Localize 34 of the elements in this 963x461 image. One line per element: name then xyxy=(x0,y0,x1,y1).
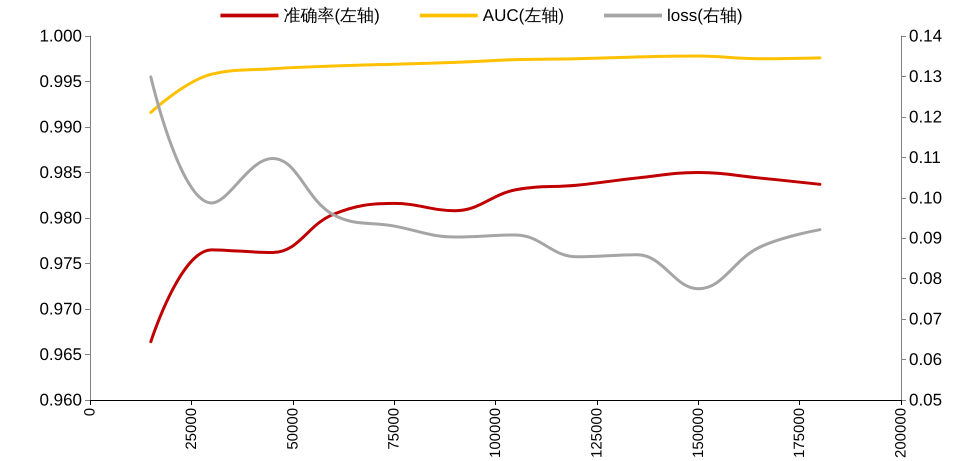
y-tick-label: 0.960 xyxy=(39,390,82,410)
y-tick-label: 0.970 xyxy=(39,299,82,318)
x-tick-label: 75000 xyxy=(386,408,403,450)
y2-tick-label: 0.14 xyxy=(909,26,942,46)
legend-label: AUC(左轴) xyxy=(482,6,564,25)
y-tick-label: 0.965 xyxy=(39,344,82,364)
y-tick-label: 0.990 xyxy=(39,117,82,136)
x-tick-label: 0 xyxy=(82,408,98,416)
legend-label: loss(右轴) xyxy=(666,6,743,25)
line-series xyxy=(149,170,822,344)
y-tick-label: 1.000 xyxy=(39,26,82,46)
line-series xyxy=(149,75,822,290)
x-tick-label: 50000 xyxy=(284,408,302,450)
y2-tick-label: 0.09 xyxy=(909,228,942,248)
y-tick-label: 0.975 xyxy=(39,254,82,273)
x-tick-label: 150000 xyxy=(690,408,707,458)
x-tick-label: 125000 xyxy=(588,408,606,458)
x-tick-label: 100000 xyxy=(487,408,504,458)
x-tick-label: 175000 xyxy=(791,408,808,458)
y2-tick-label: 0.06 xyxy=(909,350,942,370)
y2-tick-label: 0.11 xyxy=(909,148,941,167)
y2-tick-label: 0.13 xyxy=(909,66,942,86)
y2-tick-label: 0.12 xyxy=(909,107,942,126)
y2-tick-label: 0.10 xyxy=(909,188,942,208)
x-tick-label: 25000 xyxy=(182,408,200,450)
y2-tick-label: 0.08 xyxy=(909,269,942,288)
x-tick-label: 200000 xyxy=(892,408,910,458)
y-tick-label: 0.980 xyxy=(39,208,82,228)
legend-label: 准确率(左轴) xyxy=(283,6,380,25)
y-tick-label: 0.985 xyxy=(39,162,82,182)
line-series xyxy=(149,54,822,114)
y-tick-label: 0.995 xyxy=(39,72,82,91)
y2-tick-label: 0.07 xyxy=(909,310,942,329)
y2-tick-label: 0.05 xyxy=(909,390,942,410)
